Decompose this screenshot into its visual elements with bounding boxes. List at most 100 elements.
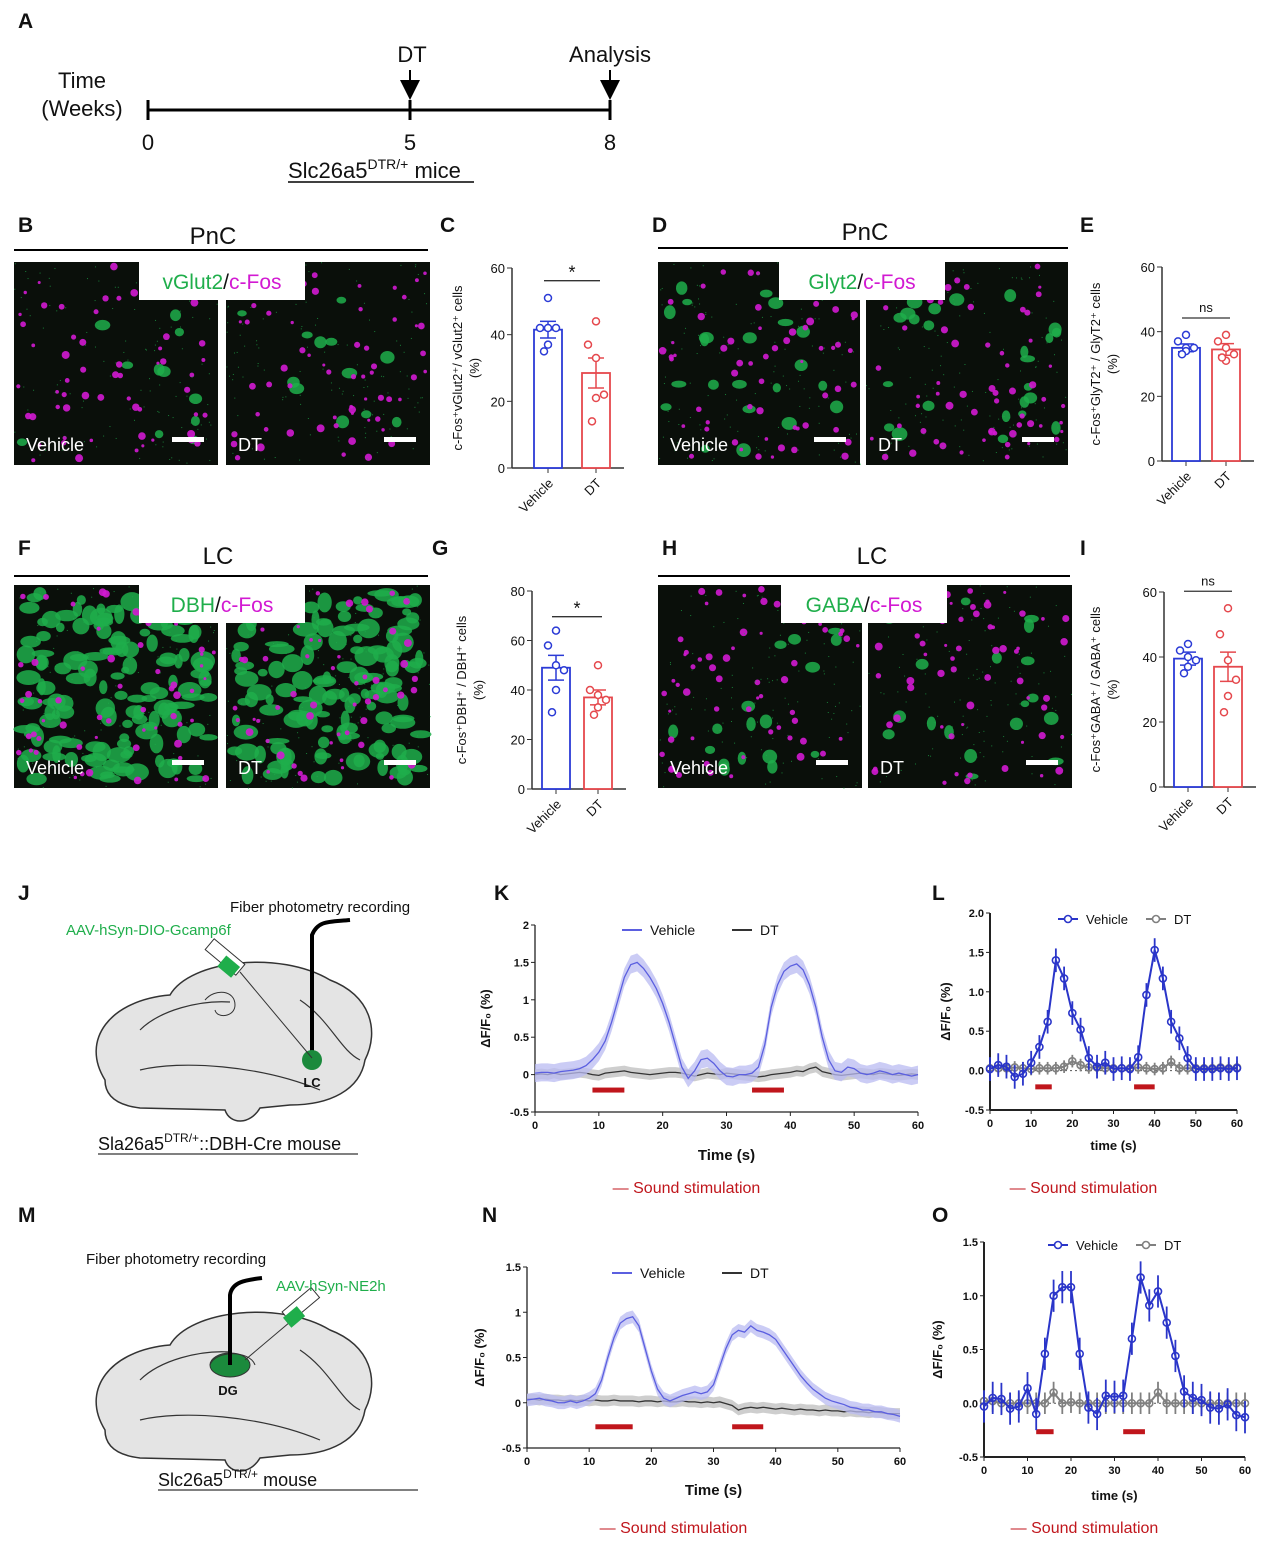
data-point bbox=[1153, 1287, 1163, 1296]
vglut-cell bbox=[336, 296, 347, 304]
noise-dot bbox=[855, 785, 857, 787]
vglut-cell bbox=[777, 318, 794, 327]
data-point bbox=[1133, 1052, 1143, 1062]
noise-dot bbox=[209, 318, 211, 320]
legend-label: DT bbox=[760, 922, 779, 938]
cfos-nucleus bbox=[410, 374, 417, 381]
noise-dot bbox=[690, 708, 692, 710]
cfos-nucleus bbox=[297, 770, 303, 776]
noise-dot bbox=[273, 643, 275, 645]
noise-dot bbox=[662, 436, 664, 438]
cfos-nucleus bbox=[20, 321, 26, 328]
cfos-nucleus bbox=[954, 772, 959, 777]
data-point bbox=[1059, 974, 1069, 983]
noise-dot bbox=[112, 308, 114, 310]
data-point bbox=[1173, 337, 1183, 346]
noise-dot bbox=[1070, 693, 1072, 695]
noise-dot bbox=[159, 700, 161, 702]
noise-dot bbox=[348, 268, 350, 270]
cfos-nucleus bbox=[1005, 363, 1010, 368]
noise-dot bbox=[358, 687, 360, 689]
vglut-cell bbox=[704, 745, 716, 754]
noise-dot bbox=[890, 442, 892, 444]
noise-dot bbox=[737, 348, 739, 350]
condition-label: Vehicle bbox=[670, 435, 728, 455]
cfos-nucleus bbox=[806, 317, 815, 326]
vglut-cell bbox=[949, 293, 965, 306]
x-tick-label: 0 bbox=[981, 1465, 987, 1477]
noise-dot bbox=[127, 359, 129, 361]
cfos-nucleus bbox=[414, 278, 419, 283]
x-tick-label: 40 bbox=[770, 1456, 782, 1468]
noise-dot bbox=[702, 265, 704, 267]
noise-dot bbox=[86, 331, 88, 333]
noise-dot bbox=[210, 424, 212, 426]
noise-dot bbox=[836, 776, 838, 778]
noise-dot bbox=[690, 615, 692, 617]
y-tick-label: 20 bbox=[491, 394, 505, 409]
noise-dot bbox=[1012, 424, 1014, 426]
noise-dot bbox=[86, 278, 88, 280]
noise-dot bbox=[839, 456, 841, 458]
vglut-cell bbox=[361, 410, 372, 419]
data-point bbox=[1035, 1042, 1044, 1052]
cfos-nucleus bbox=[61, 351, 70, 359]
noise-dot bbox=[723, 621, 725, 623]
cfos-nucleus bbox=[202, 775, 210, 783]
noise-dot bbox=[677, 442, 679, 444]
noise-dot bbox=[960, 419, 962, 421]
data-point bbox=[1145, 1301, 1154, 1310]
noise-dot bbox=[797, 380, 799, 382]
cfos-nucleus bbox=[130, 289, 139, 297]
cfos-nucleus bbox=[256, 443, 265, 452]
cfos-nucleus bbox=[375, 416, 381, 422]
vglut-cell bbox=[668, 724, 679, 739]
y-tick-label: -0.5 bbox=[510, 1107, 529, 1119]
noise-dot bbox=[897, 347, 899, 349]
noise-dot bbox=[699, 285, 701, 287]
legend-label: DT bbox=[750, 1265, 769, 1281]
cfos-nucleus bbox=[883, 305, 889, 311]
noise-dot bbox=[973, 744, 975, 746]
noise-dot bbox=[1050, 670, 1052, 672]
noise-dot bbox=[385, 679, 387, 681]
vglut-cell bbox=[964, 748, 977, 763]
vglut-cell bbox=[397, 617, 420, 631]
noise-dot bbox=[705, 313, 707, 315]
noise-dot bbox=[285, 653, 287, 655]
cfos-nucleus bbox=[116, 295, 122, 301]
noise-dot bbox=[678, 408, 680, 410]
data-point bbox=[593, 703, 603, 712]
vglut-cell bbox=[234, 671, 259, 687]
noise-dot bbox=[364, 379, 366, 381]
noise-dot bbox=[42, 787, 44, 789]
noise-dot bbox=[32, 762, 34, 764]
cfos-nucleus bbox=[758, 693, 764, 699]
cfos-nucleus bbox=[707, 769, 714, 776]
noise-dot bbox=[936, 631, 938, 633]
noise-dot bbox=[175, 395, 177, 397]
cfos-nucleus bbox=[955, 645, 962, 652]
noise-dot bbox=[713, 626, 715, 628]
cfos-nucleus bbox=[754, 679, 761, 686]
noise-dot bbox=[922, 626, 924, 628]
cfos-nucleus bbox=[1004, 441, 1011, 448]
cfos-nucleus bbox=[410, 686, 418, 694]
noise-dot bbox=[962, 269, 964, 271]
cfos-nucleus bbox=[756, 696, 760, 700]
noise-dot bbox=[884, 730, 886, 732]
noise-dot bbox=[79, 779, 81, 781]
noise-dot bbox=[940, 355, 942, 357]
vglut-cell bbox=[265, 737, 290, 745]
x-tick-label: 20 bbox=[645, 1456, 657, 1468]
cfos-nucleus bbox=[31, 458, 36, 463]
noise-dot bbox=[208, 373, 210, 375]
noise-dot bbox=[256, 340, 258, 342]
noise-dot bbox=[324, 351, 326, 353]
cfos-nucleus bbox=[163, 333, 170, 341]
cfos-nucleus bbox=[256, 718, 261, 723]
cfos-nucleus bbox=[311, 287, 319, 295]
noise-dot bbox=[914, 415, 916, 417]
noise-dot bbox=[125, 753, 127, 755]
noise-dot bbox=[323, 664, 325, 666]
